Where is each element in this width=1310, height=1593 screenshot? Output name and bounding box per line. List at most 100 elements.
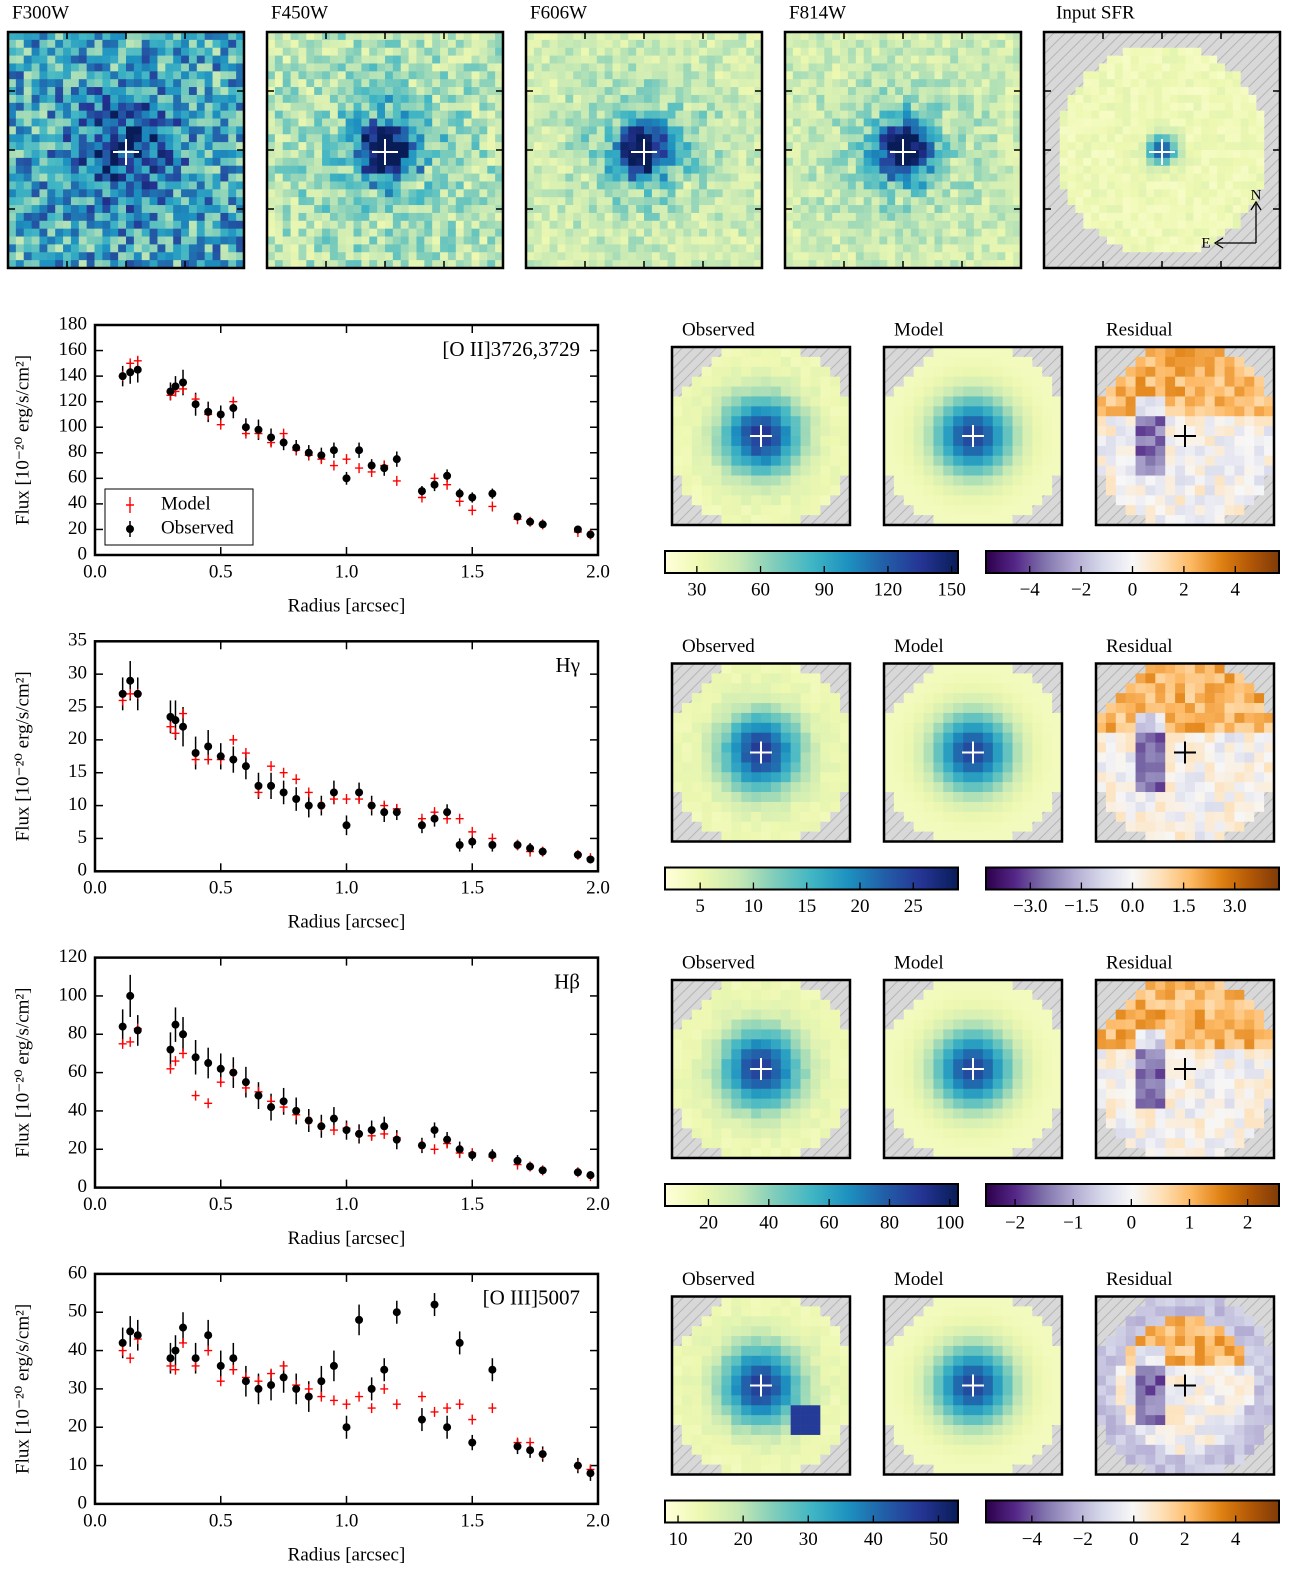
pixel [785,102,794,112]
pixel [416,39,425,49]
pixel [526,118,535,127]
pixel [63,87,72,96]
pixel [1272,47,1281,56]
pixel [1146,189,1155,198]
pixel [620,47,629,56]
pixel [408,118,417,127]
pixel [863,142,872,151]
pixel [1177,197,1186,206]
pixel [432,228,441,237]
pixel [840,118,849,127]
pixel [479,205,488,214]
pixel [644,165,653,174]
pixel [126,212,135,222]
pixel [918,55,927,64]
pixel [1099,205,1108,214]
pixel [337,142,347,151]
pixel [1013,212,1022,222]
pixel [549,63,558,72]
pixel [86,39,95,49]
pixel [699,173,708,182]
pixel [557,181,566,190]
pixel [958,157,967,167]
pixel [1217,244,1226,253]
pixel [565,189,574,198]
pixel [746,165,755,174]
pixel [816,220,825,230]
pixel [15,94,25,104]
pixel [1217,94,1226,104]
pixel [1138,55,1147,64]
pixel [1059,32,1068,41]
pixel [958,244,967,253]
pixel [479,94,488,104]
pixel [738,142,747,151]
pixel [369,32,378,41]
pixel [377,244,386,253]
pixel [1193,189,1202,198]
pixel [785,173,794,182]
pixel [377,110,386,119]
pixel [596,134,606,143]
pixel [290,150,299,159]
pixel [400,228,409,237]
pixel [63,150,72,159]
pixel [706,142,716,151]
pixel [23,134,32,143]
pixel [463,32,472,41]
model-point [355,463,364,474]
pixel [495,55,504,64]
pixel [981,189,990,198]
pixel [102,79,111,88]
pixel [830,396,841,407]
pixel [236,55,245,64]
pixel [910,87,920,96]
pixel [236,244,245,253]
pixel [847,142,857,151]
pixel [950,244,959,253]
pixel [997,71,1006,80]
pixel [204,118,213,127]
pixel [86,173,95,182]
pixel [730,181,739,190]
pixel [1114,197,1124,206]
pixel [1091,87,1100,96]
pixel [369,157,378,167]
pixel [1264,39,1273,49]
pixel [533,71,543,80]
pixel [274,118,284,127]
pixel [1177,212,1186,222]
pixel [274,94,284,104]
pixel [965,165,975,174]
observed-point [367,461,376,470]
pixel [706,126,716,135]
pixel [432,150,441,159]
pixel [479,102,488,112]
observed-point [355,446,364,455]
pixel [581,157,590,167]
pixel [314,102,323,112]
pixel [612,110,621,119]
pixel [800,236,809,245]
pixel [298,126,307,135]
pixel [1256,181,1265,190]
pixel [118,150,127,159]
pixel [228,118,237,127]
pixel [1272,236,1281,245]
model-point [133,355,142,366]
pixel [471,87,480,96]
pixel [479,181,488,190]
pixel [706,244,716,253]
pixel [86,102,95,112]
pixel [70,47,80,56]
pixel [1224,126,1234,135]
pixel [165,157,174,167]
pixel [691,244,700,253]
pixel [1106,118,1116,127]
pixel [78,260,88,269]
pixel [392,220,402,230]
pixel [1232,150,1242,159]
pixel [102,150,111,159]
pixel [337,32,347,41]
pixel [1217,110,1226,119]
